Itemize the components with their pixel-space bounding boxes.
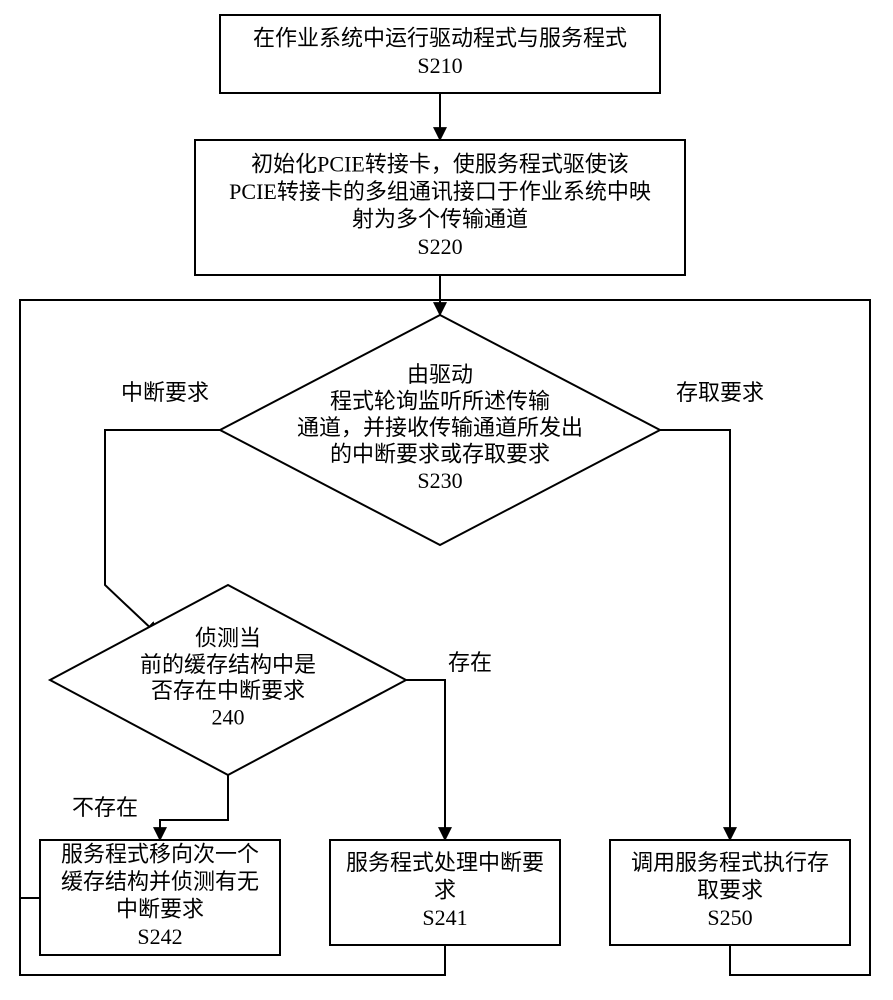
e230-250 bbox=[660, 430, 730, 840]
s220-line-0: 初始化PCIE转接卡，使服务程式驱使该 bbox=[251, 151, 629, 176]
s230-line-3: 的中断要求或存取要求 bbox=[330, 441, 550, 466]
s241: 服务程式处理中断要求S241 bbox=[330, 840, 560, 945]
s230-line-0: 由驱动 bbox=[407, 362, 473, 387]
s230-line-2: 通道，并接收传输通道所发出 bbox=[297, 415, 583, 440]
s230: 由驱动程式轮询监听所述传输通道，并接收传输通道所发出的中断要求或存取要求S230 bbox=[220, 315, 660, 545]
s250-line-1: 取要求 bbox=[697, 878, 763, 903]
s250: 调用服务程式执行存取要求S250 bbox=[610, 840, 850, 945]
e240-242-label: 不存在 bbox=[72, 795, 138, 820]
s250-line-2: S250 bbox=[707, 905, 752, 930]
e230-250-label: 存取要求 bbox=[676, 380, 764, 405]
e240-241-label: 存在 bbox=[448, 650, 492, 675]
flowchart-diagram: 中断要求 存取要求存在不存在 在作业系统中运行驱动程式与服务程式 S210 初始化PCI… bbox=[0, 0, 893, 1000]
s241-line-0: 服务程式处理中断要 bbox=[346, 850, 544, 875]
s210: 在作业系统中运行驱动程式与服务程式 S210 bbox=[220, 15, 660, 93]
s242: 服务程式移向次一个缓存结构并侦测有无中断要求 S242 bbox=[40, 840, 280, 955]
s241-line-1: 求 bbox=[434, 878, 456, 903]
s240-line-0: 侦测当 bbox=[195, 625, 261, 650]
e240-242 bbox=[160, 775, 228, 840]
e240-241 bbox=[406, 680, 445, 840]
s230-line-4: S230 bbox=[417, 468, 462, 493]
s242-line-1: 缓存结构并侦测有无 bbox=[61, 869, 259, 894]
s210-line-1: S210 bbox=[417, 53, 462, 78]
s242-line-3: S242 bbox=[137, 924, 182, 949]
s240-line-2: 否存在中断要求 bbox=[151, 678, 305, 703]
s220: 初始化PCIE转接卡，使服务程式驱使该 PCIE转接卡的多组通讯接口于作业系统中映… bbox=[195, 140, 685, 275]
s241-line-2: S241 bbox=[422, 905, 467, 930]
s210-line-0: 在作业系统中运行驱动程式与服务程式 bbox=[253, 25, 627, 50]
s240-line-3: 240 bbox=[212, 705, 245, 730]
s230-line-1: 程式轮询监听所述传输 bbox=[330, 389, 550, 414]
s220-line-3: S220 bbox=[417, 234, 462, 259]
s250-line-0: 调用服务程式执行存 bbox=[631, 850, 829, 875]
s220-line-2: 射为多个传输通道 bbox=[352, 206, 528, 231]
s220-line-1: PCIE转接卡的多组通讯接口于作业系统中映 bbox=[229, 179, 651, 204]
s242-line-2: 中断要求 bbox=[116, 896, 204, 921]
s242-line-0: 服务程式移向次一个 bbox=[61, 841, 259, 866]
e230-240-label: 中断要求 bbox=[121, 380, 209, 405]
s240: 侦测当前的缓存结构中是否存在中断要求240 bbox=[50, 585, 406, 775]
s240-line-1: 前的缓存结构中是 bbox=[140, 652, 316, 677]
